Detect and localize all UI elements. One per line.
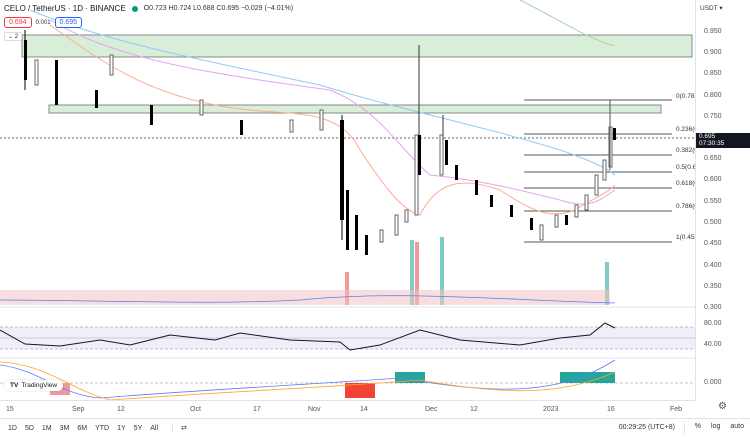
currency-selector[interactable]: USDT ▾ xyxy=(700,5,723,12)
signal-line xyxy=(0,361,616,400)
fib-label: 1(0.451) xyxy=(676,234,695,241)
divider xyxy=(684,421,685,435)
price-tick: 0.450 xyxy=(704,240,722,247)
range-1d-button[interactable]: 1D xyxy=(8,424,17,432)
chart-canvas[interactable] xyxy=(0,0,696,400)
bottom-toolbar: 1D 5D 1M 3M 6M YTD 1Y 5Y All ⇄ 00:29:25 … xyxy=(0,418,750,437)
price-tick: 0.650 xyxy=(704,155,722,162)
range-5d-button[interactable]: 5D xyxy=(24,424,34,432)
rsi-tick: 40.00 xyxy=(704,341,722,348)
ma-red-line xyxy=(49,24,616,216)
time-tick: 12 xyxy=(117,406,125,413)
ohlc-values: O0.723 H0.724 L0.688 C0.695 −0.029 (−4.0… xyxy=(143,5,294,12)
range-ytd-button[interactable]: YTD xyxy=(95,424,110,432)
buy-button[interactable]: 0.695 xyxy=(54,17,83,28)
time-tick: Dec xyxy=(425,406,438,413)
support-zone xyxy=(48,104,662,114)
price-tick: 0.850 xyxy=(704,70,722,77)
trade-buttons: 0.694 0.001 0.695 xyxy=(4,17,83,28)
volume-bars xyxy=(0,237,616,305)
percent-scale-toggle[interactable]: % xyxy=(694,423,702,430)
time-tick: Nov xyxy=(308,406,321,413)
time-tick: 16 xyxy=(607,406,615,413)
watermark-text: TradingView xyxy=(21,382,58,389)
sell-button[interactable]: 0.694 xyxy=(4,17,32,28)
log-scale-toggle[interactable]: log xyxy=(711,423,721,430)
settings-gear-icon[interactable]: ⚙ xyxy=(718,401,727,412)
date-range-icon[interactable]: ⇄ xyxy=(172,424,187,432)
fib-label: 0.236(0.707) xyxy=(676,126,695,133)
price-tick: 0.950 xyxy=(704,28,722,35)
current-price: 0.695 xyxy=(699,133,716,140)
fib-label: 0.382(0.658) xyxy=(676,147,695,154)
price-tick: 0.350 xyxy=(704,283,722,290)
price-tick: 0.800 xyxy=(704,92,722,99)
range-3m-button[interactable]: 3M xyxy=(59,424,70,432)
tradingview-watermark[interactable]: TV TradingView xyxy=(4,380,64,391)
time-tick: 12 xyxy=(470,406,478,413)
range-6m-button[interactable]: 6M xyxy=(77,424,88,432)
indicators-toggle[interactable]: ⌄ 2 xyxy=(4,32,23,41)
fib-label: 0.618(0.579) xyxy=(676,180,695,187)
price-tick: 0.300 xyxy=(704,304,722,311)
fib-label: 0(0.787) xyxy=(676,93,695,100)
price-tick: 0.400 xyxy=(704,262,722,269)
price-tick: 0.500 xyxy=(704,219,722,226)
time-tick: 14 xyxy=(360,406,368,413)
time-tick: 2023 xyxy=(543,406,559,413)
price-tick: 0.750 xyxy=(704,113,722,120)
rsi-tick: 80.00 xyxy=(704,320,722,327)
ma-green-line xyxy=(519,0,616,47)
range-1m-button[interactable]: 1M xyxy=(41,424,52,432)
spread-value: 0.001 xyxy=(35,19,51,26)
price-tick: 0.900 xyxy=(704,49,722,56)
macd-line xyxy=(0,359,616,399)
ma-pink-line xyxy=(49,19,616,205)
resistance-zone xyxy=(21,34,693,58)
symbol-title[interactable]: CELO / TetherUS · 1D · BINANCE xyxy=(4,4,126,13)
time-tick: 17 xyxy=(253,406,261,413)
range-5y-button[interactable]: 5Y xyxy=(133,424,143,432)
clock-timezone[interactable]: 00:29:25 (UTC+8) xyxy=(618,424,675,431)
indicator-count: 2 xyxy=(14,34,19,40)
candlesticks xyxy=(24,30,616,255)
time-tick: Sep xyxy=(72,406,85,413)
price-tick: 0.550 xyxy=(704,198,722,205)
range-1y-button[interactable]: 1Y xyxy=(117,424,126,432)
rsi-line xyxy=(0,322,616,351)
ma-blue-line xyxy=(29,9,616,176)
fibonacci-retracement xyxy=(524,99,672,243)
macd-tick: 0.000 xyxy=(704,379,722,386)
fib-label: 0.786(0.523) xyxy=(676,203,695,210)
chart-pane[interactable]: CELO / TetherUS · 1D · BINANCE O0.723 H0… xyxy=(0,0,696,400)
price-tick: 0.600 xyxy=(704,176,722,183)
market-status-icon xyxy=(131,5,138,12)
fib-label: 0.5(0.619) xyxy=(676,164,696,171)
auto-scale-toggle[interactable]: auto xyxy=(730,423,744,430)
time-tick: 15 xyxy=(6,406,14,413)
time-tick: Feb xyxy=(670,406,683,413)
range-all-button[interactable]: All xyxy=(150,424,159,432)
current-price-tag: 0.695 07:30:35 xyxy=(696,133,750,148)
time-tick: Oct xyxy=(190,406,201,413)
symbol-header: CELO / TetherUS · 1D · BINANCE O0.723 H0… xyxy=(4,4,293,13)
time-axis[interactable]: 15 Sep 12 Oct 17 Nov 14 Dec 12 2023 16 F… xyxy=(0,400,696,417)
bar-countdown: 07:30:35 xyxy=(699,139,725,147)
price-axis[interactable]: USDT ▾ 0.950 0.900 0.850 0.800 0.750 0.6… xyxy=(696,0,750,412)
tradingview-logo-icon: TV xyxy=(10,382,19,389)
